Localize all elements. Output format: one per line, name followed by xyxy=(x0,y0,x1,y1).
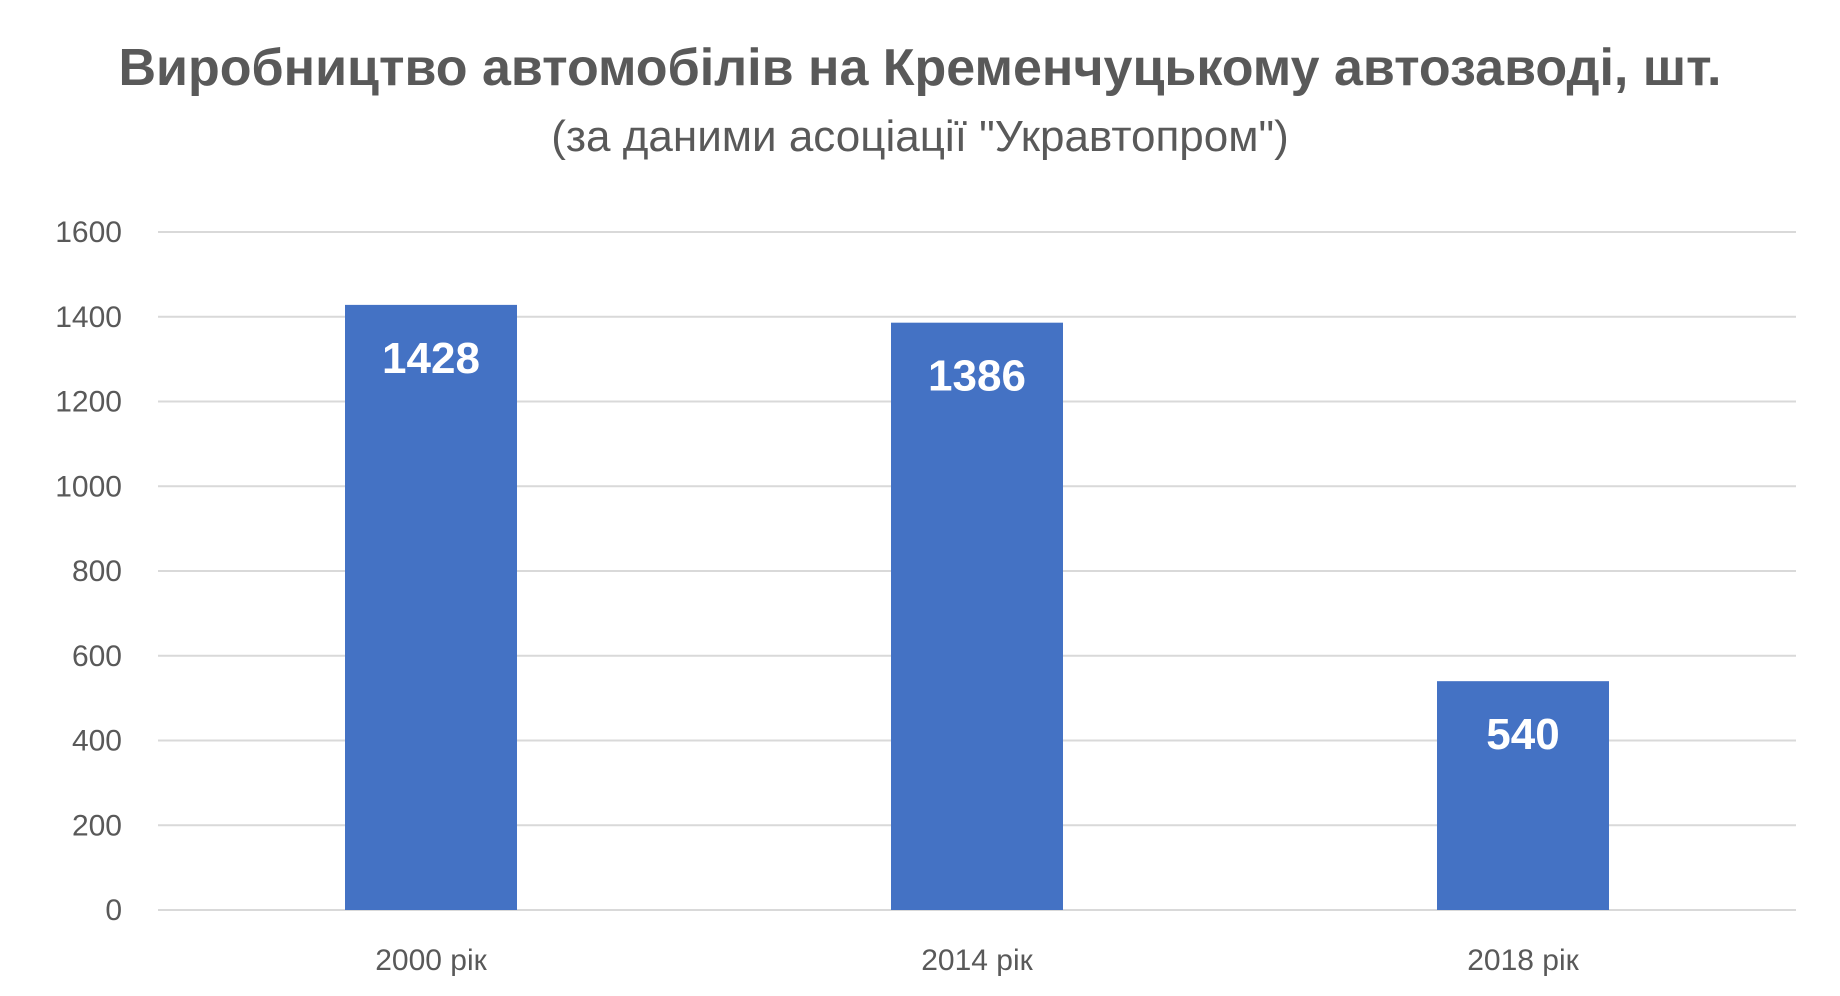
y-tick-label: 1600 xyxy=(55,216,122,249)
x-category-label: 2000 рік xyxy=(375,944,487,977)
data-labels: 1428 1386 540 xyxy=(382,334,1560,759)
y-tick-label: 0 xyxy=(105,894,122,927)
bar-1 xyxy=(345,304,517,910)
x-axis-categories: 2000 рік 2014 рік 2018 рік xyxy=(375,944,1579,977)
y-tick-label: 400 xyxy=(72,725,122,758)
bar-2 xyxy=(891,322,1063,910)
bars xyxy=(345,304,1609,910)
bar-3 xyxy=(1437,681,1609,910)
data-label-3: 540 xyxy=(1486,710,1559,759)
chart-title: Виробництво автомобілів на Кременчуцьком… xyxy=(118,39,1722,97)
y-tick-label: 600 xyxy=(72,640,122,673)
y-tick-label: 800 xyxy=(72,555,122,588)
y-tick-label: 1200 xyxy=(55,386,122,419)
x-category-label: 2014 рік xyxy=(921,944,1033,977)
data-label-2: 1386 xyxy=(928,352,1026,401)
y-tick-label: 200 xyxy=(72,809,122,842)
data-label-1: 1428 xyxy=(382,334,480,383)
y-tick-label: 1000 xyxy=(55,470,122,503)
chart-subtitle: (за даними асоціації "Укравтопром") xyxy=(551,112,1289,161)
y-tick-label: 1400 xyxy=(55,301,122,334)
x-category-label: 2018 рік xyxy=(1467,944,1579,977)
y-axis-ticks: 0 200 400 600 800 1000 1200 1400 1600 xyxy=(55,216,122,927)
